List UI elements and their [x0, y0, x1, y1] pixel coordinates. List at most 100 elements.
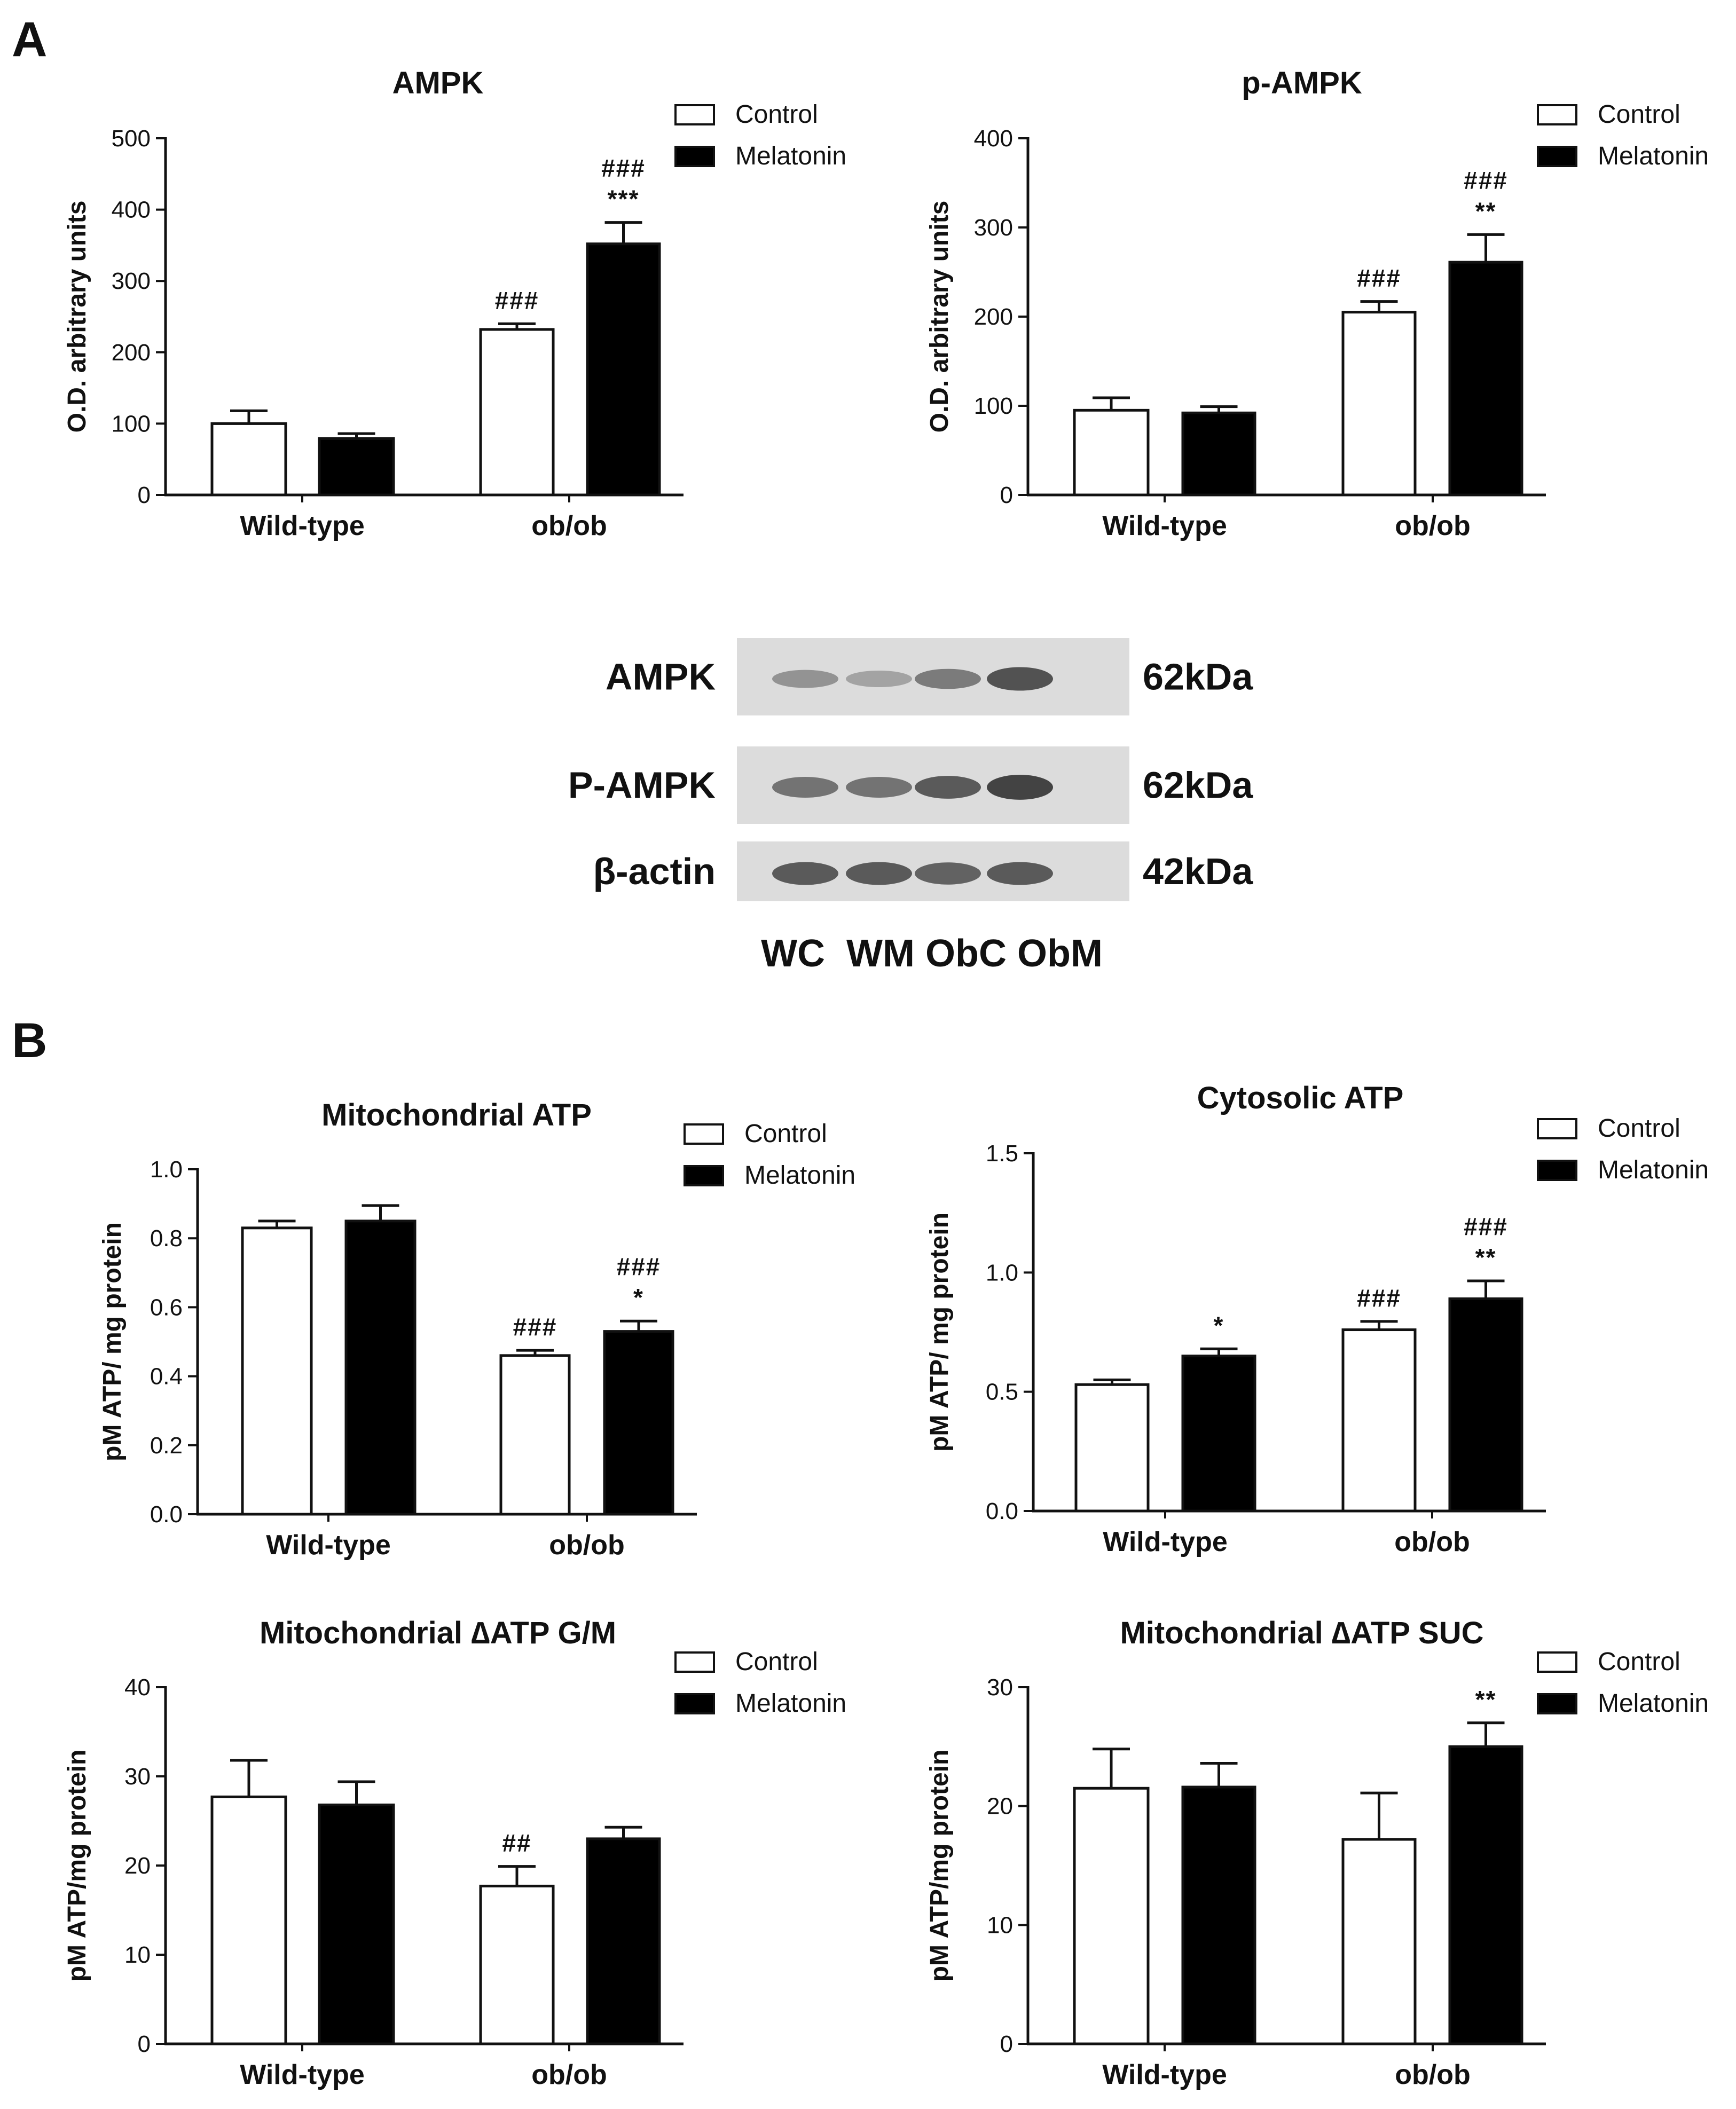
legend-swatch — [674, 146, 715, 167]
blot-protein-label: P-AMPK — [568, 765, 716, 806]
bar-melatonin — [586, 1837, 661, 2045]
chart-ampk: AMPK O.D. arbitrary units 0 100 200 300 400 500… — [63, 66, 846, 541]
y-tick-label: 0.8 — [150, 1225, 183, 1252]
significance-marker: ** — [1475, 1244, 1497, 1271]
legend-swatch — [684, 1165, 724, 1186]
blot-band — [987, 775, 1053, 800]
y-axis-label: pM ATP/ mg protein — [925, 1213, 954, 1452]
legend-label: Melatonin — [735, 142, 846, 170]
x-tick-label: Wild-type — [1103, 1526, 1228, 1557]
legend-label: Melatonin — [1598, 142, 1709, 170]
chart-title: Mitochondrial ∆ATP SUC — [1120, 1616, 1483, 1650]
y-tick-label: 1.0 — [986, 1260, 1018, 1286]
blot-band — [987, 667, 1053, 691]
x-tick-label: ob/ob — [1395, 510, 1471, 541]
legend-swatch — [1537, 1118, 1577, 1139]
bar-melatonin — [1181, 1785, 1256, 2045]
significance-marker: ### — [617, 1253, 661, 1280]
blot-band — [987, 862, 1053, 885]
bar-control — [241, 1226, 313, 1516]
y-tick-label: 0 — [138, 2031, 151, 2057]
x-tick-label: ob/ob — [531, 510, 607, 541]
bar-melatonin — [1448, 1745, 1523, 2045]
legend-swatch — [674, 1651, 715, 1673]
blot-protein-label: AMPK — [606, 656, 716, 698]
y-tick-label: 1.5 — [986, 1140, 1018, 1167]
bar-control — [479, 1884, 555, 2045]
bar-melatonin — [1448, 261, 1523, 497]
legend-swatch — [674, 1693, 715, 1714]
y-tick-label: 0.5 — [986, 1379, 1018, 1405]
legend-label: Control — [735, 100, 818, 129]
y-axis-label: O.D. arbitrary units — [63, 201, 91, 433]
y-tick-label: 100 — [112, 411, 151, 437]
legend-swatch — [1537, 146, 1577, 167]
y-tick-label: 0.6 — [150, 1294, 183, 1320]
chart-cytosolic-atp: Cytosolic ATP pM ATP/ mg protein 0.0 0.5 1.0… — [925, 1081, 1709, 1557]
y-tick-label: 1.0 — [150, 1156, 183, 1183]
legend-label: Melatonin — [744, 1161, 855, 1190]
chart-mitochondrial-atp: Mitochondrial ATP pM ATP/ mg protein 0.0 0.… — [98, 1098, 855, 1561]
legend-label: Melatonin — [1598, 1156, 1709, 1184]
y-tick-label: 100 — [974, 393, 1013, 419]
legend-label: Control — [1598, 1648, 1680, 1676]
legend-label: Melatonin — [735, 1689, 846, 1718]
y-tick-label: 500 — [112, 125, 151, 152]
legend-label: Control — [1598, 1114, 1680, 1143]
y-tick-label: 0.0 — [986, 1498, 1018, 1524]
legend-swatch — [684, 1123, 724, 1145]
y-axis-label: pM ATP/mg protein — [63, 1750, 91, 1982]
blot-band — [846, 862, 912, 885]
bar-control — [210, 422, 287, 497]
blot-protein-label: β-actin — [593, 851, 716, 892]
x-tick-label: Wild-type — [1102, 2059, 1227, 2090]
y-tick-label: 200 — [112, 340, 151, 366]
significance-marker: ### — [1357, 264, 1401, 292]
bar-control — [1341, 1838, 1417, 2045]
x-tick-label: ob/ob — [549, 1530, 625, 1561]
y-tick-label: 0.0 — [150, 1501, 183, 1528]
blot-band — [915, 668, 981, 689]
significance-marker: ## — [502, 1829, 531, 1857]
bar-control — [210, 1795, 287, 2045]
x-tick-label: Wild-type — [266, 1530, 391, 1561]
legend-swatch — [1537, 104, 1577, 125]
legend-label: Melatonin — [1598, 1689, 1709, 1718]
chart-title: Mitochondrial ATP — [321, 1098, 592, 1132]
chart-mitochondrial-datp-suc: Mitochondrial ∆ATP SUC pM ATP/mg protein 0… — [925, 1616, 1709, 2090]
blot-band — [915, 862, 981, 885]
western-blot: AMPK 62kDa P-AMPK 62kDa β-actin 42kDa WC WM Ob… — [568, 638, 1253, 975]
bar-control — [479, 328, 555, 497]
chart-p-ampk: p-AMPK O.D. arbitrary units 0 100 200 300 400 W… — [925, 66, 1709, 541]
significance-marker: ### — [601, 154, 646, 182]
panel-label-a: A — [12, 12, 47, 67]
significance-marker: ### — [513, 1313, 557, 1341]
bar-melatonin — [586, 242, 661, 497]
blot-band — [772, 670, 838, 688]
bar-control — [499, 1354, 571, 1516]
significance-marker: ### — [495, 286, 539, 314]
legend-swatch — [674, 104, 715, 125]
bar-control — [1341, 1328, 1417, 1513]
bar-melatonin — [318, 1803, 395, 2045]
bar-melatonin — [318, 437, 395, 497]
significance-marker: ** — [1475, 1686, 1497, 1713]
y-tick-label: 400 — [112, 197, 151, 223]
y-tick-label: 0.4 — [150, 1364, 183, 1390]
significance-marker: * — [633, 1284, 644, 1311]
legend-swatch — [1537, 1160, 1577, 1181]
blot-band — [915, 776, 981, 799]
bar-control — [1074, 1383, 1150, 1513]
y-tick-label: 0.2 — [150, 1433, 183, 1459]
chart-title: AMPK — [392, 66, 484, 100]
chart-title: Mitochondrial ∆ATP G/M — [260, 1616, 616, 1650]
x-tick-label: ob/ob — [1395, 2059, 1471, 2090]
significance-marker: ### — [1464, 166, 1508, 194]
bar-control — [1073, 408, 1150, 497]
bar-control — [1073, 1787, 1150, 2045]
y-axis-label: O.D. arbitrary units — [925, 201, 954, 433]
y-tick-label: 400 — [974, 125, 1013, 152]
bar-control — [1341, 311, 1417, 497]
blot-lane-labels: WC WM ObC ObM — [761, 932, 1103, 975]
y-tick-label: 0 — [1000, 2031, 1013, 2057]
